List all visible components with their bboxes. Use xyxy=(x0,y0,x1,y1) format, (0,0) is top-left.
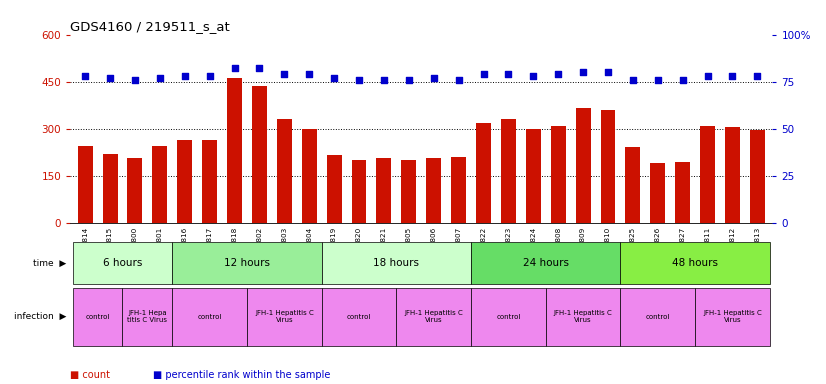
Bar xyxy=(426,159,441,223)
Text: JFH-1 Hepatitis C
Virus: JFH-1 Hepatitis C Virus xyxy=(405,310,463,323)
Point xyxy=(253,65,266,71)
Bar xyxy=(73,288,122,346)
Point xyxy=(676,77,689,83)
Text: JFH-1 Hepa
titis C Virus: JFH-1 Hepa titis C Virus xyxy=(127,310,168,323)
Bar xyxy=(173,288,247,346)
Bar xyxy=(73,242,173,284)
Point xyxy=(128,77,141,83)
Bar xyxy=(326,155,342,223)
Point xyxy=(527,73,540,79)
Text: control: control xyxy=(85,314,110,320)
Point xyxy=(228,65,241,71)
Bar xyxy=(127,159,142,223)
Bar xyxy=(700,126,715,223)
Text: ■ count: ■ count xyxy=(70,370,110,380)
Bar xyxy=(501,119,516,223)
Bar xyxy=(675,162,691,223)
Point xyxy=(402,77,415,83)
Text: 12 hours: 12 hours xyxy=(224,258,270,268)
Point xyxy=(278,71,291,77)
Bar xyxy=(551,126,566,223)
Bar xyxy=(695,288,770,346)
Text: infection  ▶: infection ▶ xyxy=(14,312,66,321)
Text: 48 hours: 48 hours xyxy=(672,258,718,268)
Bar xyxy=(321,242,471,284)
Bar xyxy=(252,86,267,223)
Text: control: control xyxy=(197,314,222,320)
Bar xyxy=(576,108,591,223)
Point xyxy=(302,71,316,77)
Point xyxy=(701,73,714,79)
Point xyxy=(154,75,167,81)
Bar xyxy=(750,130,765,223)
Bar xyxy=(321,288,396,346)
Bar xyxy=(526,129,541,223)
Bar xyxy=(173,242,321,284)
Point xyxy=(477,71,490,77)
Bar xyxy=(471,288,546,346)
Text: JFH-1 Hepatitis C
Virus: JFH-1 Hepatitis C Virus xyxy=(703,310,762,323)
Bar xyxy=(277,119,292,223)
Bar xyxy=(122,288,173,346)
Text: control: control xyxy=(496,314,520,320)
Bar xyxy=(620,288,695,346)
Text: time  ▶: time ▶ xyxy=(33,258,66,268)
Bar xyxy=(471,242,620,284)
Point xyxy=(601,69,615,75)
Point xyxy=(577,69,590,75)
Bar xyxy=(377,159,392,223)
Point xyxy=(377,77,391,83)
Bar xyxy=(476,123,491,223)
Text: ■ percentile rank within the sample: ■ percentile rank within the sample xyxy=(153,370,330,380)
Point xyxy=(651,77,664,83)
Bar xyxy=(725,127,740,223)
Bar xyxy=(352,160,367,223)
Point xyxy=(353,77,366,83)
Point xyxy=(203,73,216,79)
Bar xyxy=(396,288,471,346)
Bar xyxy=(601,111,615,223)
Text: 18 hours: 18 hours xyxy=(373,258,420,268)
Bar xyxy=(78,146,93,223)
Text: JFH-1 Hepatitis C
Virus: JFH-1 Hepatitis C Virus xyxy=(255,310,314,323)
Point xyxy=(552,71,565,77)
Bar xyxy=(178,140,192,223)
Bar xyxy=(152,146,168,223)
Point xyxy=(103,75,116,81)
Point xyxy=(328,75,341,81)
Text: GDS4160 / 219511_s_at: GDS4160 / 219511_s_at xyxy=(70,20,230,33)
Bar xyxy=(227,78,242,223)
Bar xyxy=(451,157,466,223)
Point xyxy=(726,73,739,79)
Bar xyxy=(247,288,321,346)
Bar xyxy=(620,242,770,284)
Point xyxy=(178,73,192,79)
Text: 24 hours: 24 hours xyxy=(523,258,569,268)
Bar xyxy=(650,163,665,223)
Text: JFH-1 Hepatitis C
Virus: JFH-1 Hepatitis C Virus xyxy=(553,310,612,323)
Point xyxy=(626,77,639,83)
Point xyxy=(427,75,440,81)
Bar xyxy=(625,147,640,223)
Text: control: control xyxy=(646,314,670,320)
Bar xyxy=(301,129,316,223)
Text: control: control xyxy=(347,314,371,320)
Point xyxy=(452,77,465,83)
Bar xyxy=(102,154,117,223)
Bar xyxy=(401,160,416,223)
Point xyxy=(751,73,764,79)
Point xyxy=(78,73,92,79)
Text: 6 hours: 6 hours xyxy=(102,258,142,268)
Point xyxy=(501,71,515,77)
Bar xyxy=(546,288,620,346)
Bar xyxy=(202,140,217,223)
